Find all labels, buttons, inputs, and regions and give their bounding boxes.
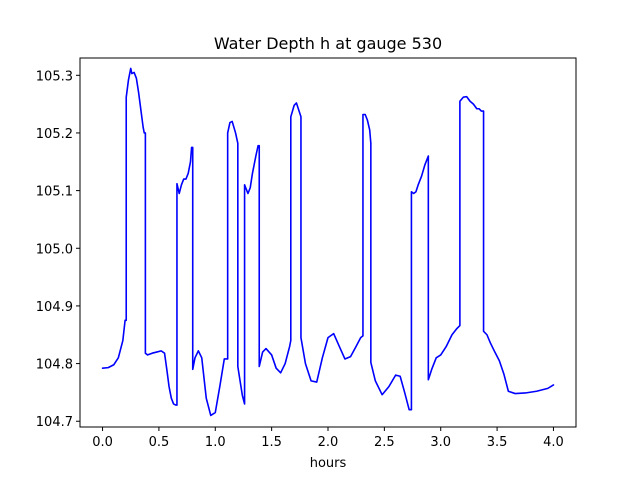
y-tick-label: 105.1: [36, 185, 73, 200]
x-tick-label: 3.5: [487, 435, 508, 450]
x-tick-label: 0.0: [92, 435, 113, 450]
x-tick-label: 1.0: [205, 435, 226, 450]
chart-title: Water Depth h at gauge 530: [214, 34, 442, 53]
y-axis: 104.7 104.8 104.9 105.0 105.1 105.2 105.3: [36, 69, 80, 430]
x-tick-label: 4.0: [543, 435, 564, 450]
y-tick-label: 105.2: [36, 127, 73, 142]
y-tick-label: 104.8: [36, 358, 73, 373]
y-tick-label: 105.3: [36, 69, 73, 84]
x-tick-label: 2.5: [374, 435, 395, 450]
series-line-0: [101, 67, 555, 417]
y-tick-label: 104.7: [36, 415, 73, 430]
y-tick-label: 105.0: [36, 242, 73, 257]
x-tick-label: 0.5: [149, 435, 170, 450]
x-tick-label: 3.0: [430, 435, 451, 450]
y-tick-label: 104.9: [36, 300, 73, 315]
x-tick-label: 1.5: [261, 435, 282, 450]
x-axis: 0.0 0.5 1.0 1.5 2.0 2.5 3.0 3.5 4.0: [92, 427, 564, 450]
x-tick-label: 2.0: [318, 435, 339, 450]
x-axis-label: hours: [310, 456, 347, 471]
plot-area: [101, 67, 555, 417]
